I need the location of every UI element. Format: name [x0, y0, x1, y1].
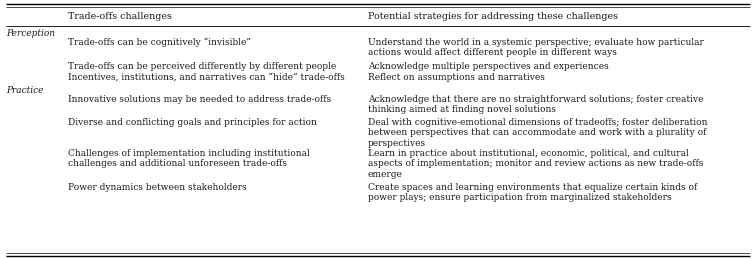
Text: Perception: Perception	[6, 29, 55, 38]
Text: Reflect on assumptions and narratives: Reflect on assumptions and narratives	[368, 73, 545, 82]
Text: Innovative solutions may be needed to address trade-offs: Innovative solutions may be needed to ad…	[68, 95, 331, 104]
Text: Deal with cognitive-emotional dimensions of tradeoffs; foster deliberation
betwe: Deal with cognitive-emotional dimensions…	[368, 118, 707, 148]
Text: Power dynamics between stakeholders: Power dynamics between stakeholders	[68, 183, 247, 192]
Text: Trade-offs can be perceived differently by different people: Trade-offs can be perceived differently …	[68, 62, 336, 71]
Text: Acknowledge multiple perspectives and experiences: Acknowledge multiple perspectives and ex…	[368, 62, 609, 71]
Text: Create spaces and learning environments that equalize certain kinds of
power pla: Create spaces and learning environments …	[368, 183, 698, 202]
Text: Incentives, institutions, and narratives can “hide” trade-offs: Incentives, institutions, and narratives…	[68, 73, 345, 82]
Text: Acknowledge that there are no straightforward solutions; foster creative
thinkin: Acknowledge that there are no straightfo…	[368, 95, 704, 114]
Text: Practice: Practice	[6, 86, 44, 95]
Text: Trade-offs challenges: Trade-offs challenges	[68, 12, 172, 21]
Text: Trade-offs can be cognitively “invisible”: Trade-offs can be cognitively “invisible…	[68, 38, 251, 47]
Text: Learn in practice about institutional, economic, political, and cultural
aspects: Learn in practice about institutional, e…	[368, 149, 704, 179]
Text: Potential strategies for addressing these challenges: Potential strategies for addressing thes…	[368, 12, 618, 21]
Text: Understand the world in a systemic perspective; evaluate how particular
actions : Understand the world in a systemic persp…	[368, 38, 704, 57]
Text: Challenges of implementation including institutional
challenges and additional u: Challenges of implementation including i…	[68, 149, 310, 168]
Text: Diverse and conflicting goals and principles for action: Diverse and conflicting goals and princi…	[68, 118, 317, 127]
